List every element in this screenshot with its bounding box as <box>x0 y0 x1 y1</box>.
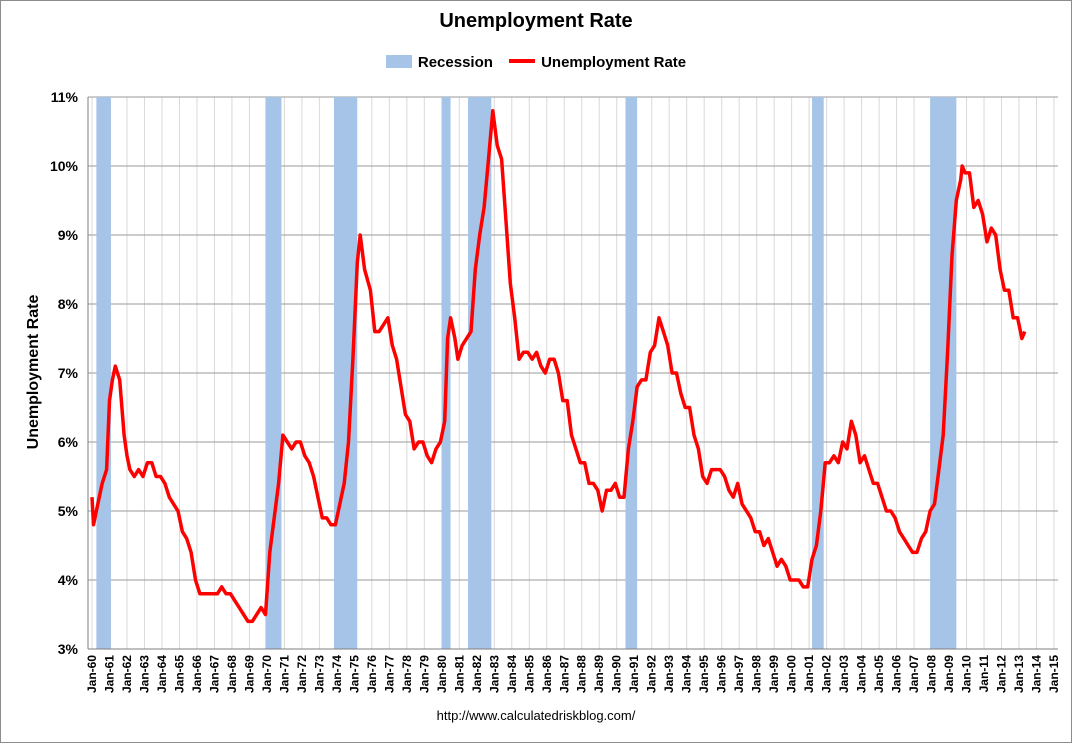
x-tick-label: Jan-65 <box>172 655 186 693</box>
x-tick-label: Jan-68 <box>225 655 239 693</box>
x-tick-label: Jan-77 <box>382 655 396 693</box>
recession-band <box>468 97 492 649</box>
recession-band <box>265 97 282 649</box>
y-tick-label: 10% <box>50 158 79 174</box>
x-tick-label: Jan-97 <box>732 655 746 693</box>
y-tick-label: 4% <box>58 572 79 588</box>
x-tick-label: Jan-03 <box>837 655 851 693</box>
x-tick-label: Jan-99 <box>767 655 781 693</box>
recession-band <box>96 97 111 649</box>
y-tick-label: 6% <box>58 434 79 450</box>
x-tick-label: Jan-73 <box>312 655 326 693</box>
legend-swatch-recession <box>385 54 412 68</box>
x-tick-label: Jan-10 <box>960 655 974 693</box>
x-tick-label: Jan-11 <box>977 655 991 693</box>
x-tick-label: Jan-02 <box>820 655 834 693</box>
y-tick-label: 11% <box>51 89 79 105</box>
legend-label-recession: Recession <box>417 53 493 71</box>
x-tick-label: Jan-06 <box>890 655 904 693</box>
legend-item-recession: Recession <box>385 53 493 71</box>
x-tick-label: Jan-63 <box>137 655 151 693</box>
x-tick-label: Jan-00 <box>785 655 799 693</box>
x-tick-label: Jan-75 <box>347 655 361 693</box>
x-tick-label: Jan-89 <box>592 655 606 693</box>
x-tick-label: Jan-93 <box>662 655 676 693</box>
y-tick-label: 3% <box>58 641 79 657</box>
x-tick-label: Jan-64 <box>155 655 169 693</box>
legend: Recession Unemployment Rate <box>0 53 1072 71</box>
x-tick-label: Jan-81 <box>452 655 466 693</box>
x-tick-label: Jan-94 <box>680 655 694 693</box>
x-tick-label: Jan-90 <box>610 655 624 693</box>
x-tick-label: Jan-82 <box>470 655 484 693</box>
x-tick-label: Jan-91 <box>627 655 641 693</box>
x-tick-label: Jan-70 <box>260 655 274 693</box>
x-tick-label: Jan-07 <box>907 655 921 693</box>
x-tick-label: Jan-01 <box>802 655 816 693</box>
x-tick-label: Jan-12 <box>995 655 1009 693</box>
x-tick-label: Jan-74 <box>330 655 344 693</box>
x-tick-label: Jan-15 <box>1047 655 1061 693</box>
x-tick-label: Jan-85 <box>522 655 536 693</box>
x-tick-label: Jan-69 <box>242 655 256 693</box>
y-tick-label: 7% <box>58 365 79 381</box>
x-tick-label: Jan-60 <box>85 655 99 693</box>
x-tick-label: Jan-80 <box>435 655 449 693</box>
legend-item-unemployment-rate: Unemployment Rate <box>509 54 686 71</box>
x-tick-label: Jan-76 <box>365 655 379 693</box>
legend-swatch-unemployment-rate <box>509 58 536 63</box>
x-tick-label: Jan-72 <box>295 655 309 693</box>
recession-band <box>625 97 638 649</box>
x-tick-label: Jan-61 <box>102 655 116 693</box>
y-tick-label: 8% <box>58 296 79 312</box>
recession-band <box>930 97 957 649</box>
x-tick-label: Jan-88 <box>575 655 589 693</box>
x-tick-label: Jan-08 <box>925 655 939 693</box>
x-tick-label: Jan-96 <box>715 655 729 693</box>
legend-label-unemployment-rate: Unemployment Rate <box>541 53 687 71</box>
x-tick-label: Jan-67 <box>207 655 221 693</box>
x-tick-label: Jan-84 <box>505 655 519 693</box>
recession-band <box>812 97 824 649</box>
x-tick-label: Jan-83 <box>487 655 501 693</box>
y-tick-label: 9% <box>58 227 79 243</box>
x-tick-label: Jan-71 <box>277 655 291 693</box>
x-tick-label: Jan-09 <box>942 655 956 693</box>
x-tick-label: Jan-98 <box>750 655 764 693</box>
y-tick-label: 5% <box>58 503 79 519</box>
x-tick-label: Jan-79 <box>417 655 431 693</box>
x-tick-label: Jan-13 <box>1012 655 1026 693</box>
x-tick-label: Jan-04 <box>855 655 869 693</box>
x-tick-label: Jan-78 <box>400 655 414 693</box>
x-tick-label: Jan-86 <box>540 655 554 693</box>
x-tick-label: Jan-66 <box>190 655 204 693</box>
x-tick-label: Jan-95 <box>697 655 711 693</box>
x-tick-label: Jan-05 <box>872 655 886 693</box>
x-tick-label: Jan-62 <box>120 655 134 693</box>
x-tick-label: Jan-14 <box>1030 655 1044 693</box>
x-tick-label: Jan-92 <box>645 655 659 693</box>
x-tick-label: Jan-87 <box>557 655 571 693</box>
source-url: http://www.calculatedriskblog.com/ <box>436 708 636 723</box>
series-line-unemployment-rate <box>90 109 1027 624</box>
chart-title: Unemployment Rate <box>439 10 633 32</box>
